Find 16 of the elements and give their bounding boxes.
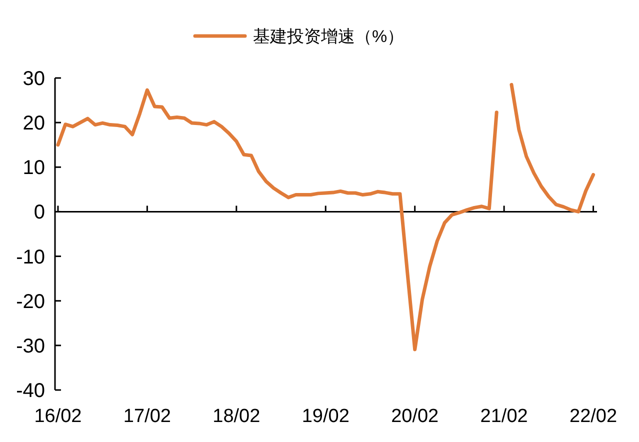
y-tick-label: -20: [16, 290, 45, 313]
y-tick-label: 0: [34, 202, 45, 224]
y-tick-label: 10: [22, 157, 45, 180]
y-tick-label: -30: [16, 335, 45, 358]
x-tick-label: 22/02: [570, 406, 618, 427]
x-tick-label: 18/02: [212, 406, 260, 427]
legend-label: 基建投资增速（%）: [253, 27, 404, 46]
x-tick-label: 17/02: [123, 406, 171, 427]
y-tick-label: 30: [22, 68, 45, 90]
x-tick-label: 19/02: [302, 406, 350, 427]
y-tick-label: -10: [16, 246, 45, 268]
x-tick-label: 16/02: [34, 406, 82, 427]
y-tick-label: -40: [16, 380, 45, 402]
x-tick-label: 20/02: [391, 406, 439, 427]
x-tick-label: 21/02: [480, 406, 528, 427]
y-tick-label: 20: [22, 112, 45, 135]
